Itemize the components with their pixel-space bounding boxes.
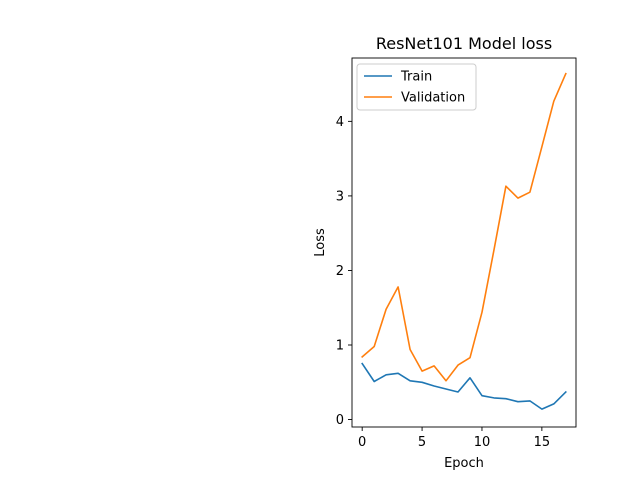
legend-label-validation: Validation [401,91,465,106]
x-axis-label: Epoch [444,456,484,471]
series-line-validation [361,72,567,382]
y-tick-label: 1 [336,339,344,354]
x-tick-label: 10 [474,435,491,450]
legend: Train Validation [356,63,477,111]
x-tick-label: 15 [534,435,551,450]
x-tick-label: 5 [418,435,426,450]
plot-frame [351,57,577,428]
x-tick-label: 0 [358,435,366,450]
y-tick-label: 0 [336,413,344,428]
series-line-train [361,362,567,410]
y-axis: 0 1 2 3 4 [336,115,352,428]
y-tick-label: 4 [336,115,344,130]
y-axis-label: Loss [313,228,328,257]
y-tick-label: 3 [336,189,344,204]
plot-area [351,57,577,428]
y-tick-label: 2 [336,264,344,279]
x-axis: 0 5 10 15 [358,427,550,450]
chart-title: ResNet101 Model loss [376,34,552,53]
series-layer [361,72,567,410]
legend-label-train: Train [400,70,432,85]
